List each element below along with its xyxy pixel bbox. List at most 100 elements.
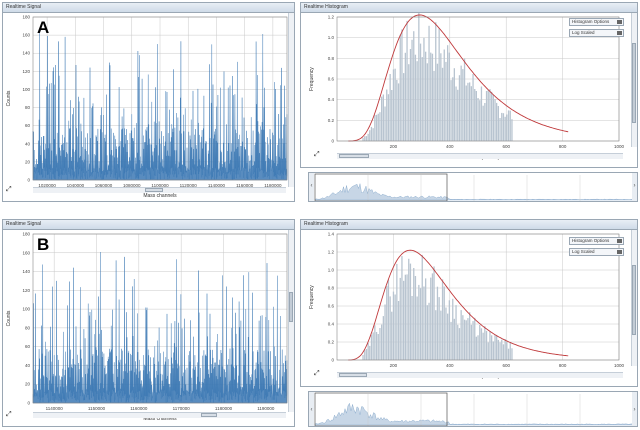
histogram-bar [455,305,457,360]
expand-icon[interactable]: ⤢ [314,151,320,158]
histogram-bar [497,339,499,360]
vertical-scrollbar[interactable] [631,230,637,366]
scroll-thumb[interactable] [632,265,636,335]
y-tick-label: 1.0 [328,268,335,273]
y-tick-label: 0 [331,358,334,363]
horizontal-scrollbar[interactable] [337,153,623,159]
histogram-bar [408,64,410,141]
signal-chart-a[interactable]: 0 20 40 60 80 100 120 140 160 180 1020000 1040000 10… [3,13,295,201]
y-tick-label: 0.8 [328,286,335,291]
x-tick-label: 1180000 [264,183,282,188]
histogram-bar [511,348,513,360]
scroll-left-icon[interactable]: ‹ [309,173,314,201]
histogram-bar [379,328,381,360]
histogram-bar [365,136,368,141]
scroll-thumb[interactable] [339,154,369,158]
histogram-bar [457,324,459,360]
histogram-bar [504,339,506,360]
histogram-bar [377,113,379,141]
histogram-bar [440,310,442,360]
histogram-bar [421,254,423,360]
histogram-bar [458,75,461,141]
x-tick-label: 1040000 [67,183,85,188]
scroll-thumb[interactable] [339,373,367,377]
histogram-bar [492,95,494,141]
plot-frame [32,16,288,181]
scale-select[interactable]: Log Scaled [569,248,624,256]
histogram-plot-a[interactable]: 00.20.40.60.81.01.22004006008001000Peak … [301,13,631,168]
histogram-options-button[interactable]: Histogram Options [569,237,624,245]
histogram-bar [431,273,434,360]
histogram-bar [387,279,390,360]
histogram-bar [462,69,464,141]
y-tick-label: 160 [22,33,30,38]
signal-plot-a[interactable]: 0 20 40 60 80 100 120 140 160 180 1020000 1040000 10… [3,13,295,201]
histogram-bar [364,136,366,141]
histogram-bar [369,130,371,141]
histogram-bar [375,332,378,360]
histogram-bar [485,91,488,141]
overview-trace [314,183,634,201]
histogram-bar [416,61,418,142]
expand-icon[interactable]: ⤢ [6,411,12,418]
overview-chart-b[interactable] [309,392,638,427]
histogram-bar [377,334,379,360]
histogram-bar [469,82,471,141]
histogram-bar [469,312,471,360]
histogram-bar [413,268,415,360]
scroll-thumb[interactable] [632,43,636,123]
y-tick-label: 120 [22,69,30,74]
histogram-bar [474,317,476,360]
scroll-thumb[interactable] [289,292,293,322]
signal-plot-b[interactable]: 0 20 40 60 80 100 120 140 160 180 1140000 1150000 11… [3,230,295,426]
overview-chart-a[interactable] [309,173,638,202]
histogram-bar [392,69,395,141]
histogram-chart-a[interactable]: 00.20.40.60.81.01.22004006008001000Peak … [301,13,631,168]
histogram-bar [404,52,406,141]
histogram-bar [362,137,364,141]
horizontal-scrollbar[interactable] [337,372,623,378]
histogram-bar [463,58,466,142]
x-tick-label: 1190000 [257,406,275,411]
histogram-bar [496,335,498,360]
histogram-bar [467,82,469,141]
signal-chart-b[interactable]: 0 20 40 60 80 100 120 140 160 180 1140000 1150000 11… [3,230,295,426]
y-tick-label: 80 [25,105,31,110]
histogram-bar [480,86,483,141]
histogram-overview-b[interactable]: ‹ › [308,391,638,427]
y-axis-label: Counts [6,310,12,326]
histogram-bar [502,113,505,141]
x-tick-label: 600 [502,144,510,149]
vertical-scrollbar[interactable] [288,230,294,412]
x-tick-label: 1000 [614,363,625,368]
expand-icon[interactable]: ⤢ [314,370,320,377]
histogram-bar [460,65,462,141]
fit-curve [348,249,569,361]
vertical-scrollbar[interactable] [631,13,637,147]
histogram-options-button[interactable]: Histogram Options [569,18,624,26]
histogram-bar [491,335,493,360]
histogram-overview-a[interactable]: ‹ › [308,172,638,202]
dropdown-icon [617,250,622,254]
scale-select[interactable]: Log Scaled [569,29,624,37]
histogram-bar [472,321,474,360]
histogram-bar [414,54,417,142]
scroll-thumb[interactable] [145,188,163,192]
y-tick-label: 0 [331,139,334,144]
histogram-bar [509,342,511,360]
x-tick-label: 1140000 [208,183,226,188]
histogram-bar [441,279,444,360]
vertical-scrollbar[interactable] [288,13,294,187]
scroll-right-icon[interactable]: › [632,173,637,201]
y-tick-label: 80 [25,325,31,330]
histogram-bar [419,43,422,141]
horizontal-scrollbar[interactable] [33,412,286,418]
expand-icon[interactable]: ⤢ [6,186,12,193]
horizontal-scrollbar[interactable] [33,187,286,193]
scroll-right-icon[interactable]: › [632,392,637,426]
scroll-left-icon[interactable]: ‹ [309,392,314,426]
y-tick-label: 0.4 [328,322,335,327]
histogram-bar [428,302,430,360]
histogram-bar [404,274,406,360]
scroll-thumb[interactable] [201,413,217,417]
